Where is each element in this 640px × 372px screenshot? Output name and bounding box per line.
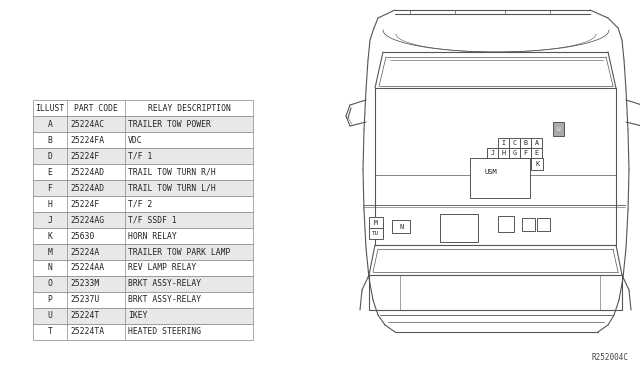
Text: F: F bbox=[47, 183, 52, 192]
Bar bbox=[440, 214, 478, 242]
Text: N: N bbox=[399, 224, 403, 230]
Bar bbox=[392, 220, 410, 233]
Text: I: I bbox=[502, 140, 506, 146]
Text: 25224AC: 25224AC bbox=[70, 119, 104, 128]
Text: 25224T: 25224T bbox=[70, 311, 99, 321]
Text: K: K bbox=[47, 231, 52, 241]
Text: TRAIL TOW TURN L/H: TRAIL TOW TURN L/H bbox=[128, 183, 216, 192]
Text: PART CODE: PART CODE bbox=[74, 103, 118, 112]
Text: A: A bbox=[47, 119, 52, 128]
Text: USM: USM bbox=[484, 169, 497, 175]
Text: A: A bbox=[534, 140, 538, 146]
Bar bbox=[369, 228, 383, 239]
Text: T/F 2: T/F 2 bbox=[128, 199, 152, 208]
Text: RELAY DESCRIPTION: RELAY DESCRIPTION bbox=[148, 103, 230, 112]
Text: T: T bbox=[47, 327, 52, 337]
Bar bbox=[537, 218, 550, 231]
Bar bbox=[33, 324, 253, 340]
Bar bbox=[33, 116, 253, 132]
Text: E: E bbox=[534, 150, 538, 156]
Text: 25224AD: 25224AD bbox=[70, 167, 104, 176]
Bar bbox=[520, 138, 531, 148]
Bar bbox=[487, 148, 498, 158]
Text: 25224F: 25224F bbox=[70, 199, 99, 208]
Bar bbox=[33, 292, 253, 308]
Bar bbox=[531, 138, 542, 148]
Text: E: E bbox=[47, 167, 52, 176]
Bar bbox=[33, 212, 253, 228]
Bar bbox=[531, 158, 543, 170]
Text: J: J bbox=[47, 215, 52, 224]
Text: B: B bbox=[47, 135, 52, 144]
Text: TRAILER TOW PARK LAMP: TRAILER TOW PARK LAMP bbox=[128, 247, 230, 257]
Text: J: J bbox=[490, 150, 495, 156]
Text: D: D bbox=[47, 151, 52, 160]
Text: 25237U: 25237U bbox=[70, 295, 99, 305]
Bar bbox=[33, 196, 253, 212]
Bar bbox=[33, 100, 253, 116]
Text: G: G bbox=[513, 150, 516, 156]
Text: M: M bbox=[374, 219, 378, 225]
Text: TRAILER TOW POWER: TRAILER TOW POWER bbox=[128, 119, 211, 128]
Text: 25224AD: 25224AD bbox=[70, 183, 104, 192]
Bar bbox=[509, 138, 520, 148]
Text: R252004C: R252004C bbox=[591, 353, 628, 362]
Bar bbox=[553, 122, 564, 136]
Text: TU: TU bbox=[372, 231, 380, 236]
Text: M: M bbox=[47, 247, 52, 257]
Bar bbox=[531, 148, 542, 158]
Text: 25224A: 25224A bbox=[70, 247, 99, 257]
Bar bbox=[470, 158, 530, 198]
Bar bbox=[509, 148, 520, 158]
Text: T/F 1: T/F 1 bbox=[128, 151, 152, 160]
Bar bbox=[33, 244, 253, 260]
Bar bbox=[498, 216, 514, 232]
Text: K: K bbox=[535, 161, 539, 167]
Text: P: P bbox=[47, 295, 52, 305]
Text: 25224FA: 25224FA bbox=[70, 135, 104, 144]
Text: 25224AG: 25224AG bbox=[70, 215, 104, 224]
Bar bbox=[33, 308, 253, 324]
Bar bbox=[369, 217, 383, 228]
Bar bbox=[522, 218, 535, 231]
Bar bbox=[33, 148, 253, 164]
Text: C: C bbox=[513, 140, 516, 146]
Text: 25224TA: 25224TA bbox=[70, 327, 104, 337]
Text: U: U bbox=[557, 126, 561, 131]
Text: O: O bbox=[47, 279, 52, 289]
Text: 25224AA: 25224AA bbox=[70, 263, 104, 273]
Bar bbox=[520, 148, 531, 158]
Text: 25224F: 25224F bbox=[70, 151, 99, 160]
Bar bbox=[498, 138, 509, 148]
Text: HEATED STEERING: HEATED STEERING bbox=[128, 327, 201, 337]
Text: T/F SSDF 1: T/F SSDF 1 bbox=[128, 215, 177, 224]
Bar bbox=[33, 228, 253, 244]
Text: ILLUST: ILLUST bbox=[35, 103, 65, 112]
Text: REV LAMP RELAY: REV LAMP RELAY bbox=[128, 263, 196, 273]
Text: B: B bbox=[524, 140, 527, 146]
Text: HORN RELAY: HORN RELAY bbox=[128, 231, 177, 241]
Text: H: H bbox=[502, 150, 506, 156]
Text: IKEY: IKEY bbox=[128, 311, 147, 321]
Text: VDC: VDC bbox=[128, 135, 143, 144]
Text: 25233M: 25233M bbox=[70, 279, 99, 289]
Text: BRKT ASSY-RELAY: BRKT ASSY-RELAY bbox=[128, 279, 201, 289]
Text: U: U bbox=[47, 311, 52, 321]
Text: BRKT ASSY-RELAY: BRKT ASSY-RELAY bbox=[128, 295, 201, 305]
Bar bbox=[33, 164, 253, 180]
Bar bbox=[33, 260, 253, 276]
Bar bbox=[33, 132, 253, 148]
Bar bbox=[33, 276, 253, 292]
Text: N: N bbox=[47, 263, 52, 273]
Text: F: F bbox=[524, 150, 527, 156]
Bar bbox=[33, 180, 253, 196]
Text: 25630: 25630 bbox=[70, 231, 94, 241]
Bar bbox=[498, 148, 509, 158]
Text: H: H bbox=[47, 199, 52, 208]
Text: TRAIL TOW TURN R/H: TRAIL TOW TURN R/H bbox=[128, 167, 216, 176]
